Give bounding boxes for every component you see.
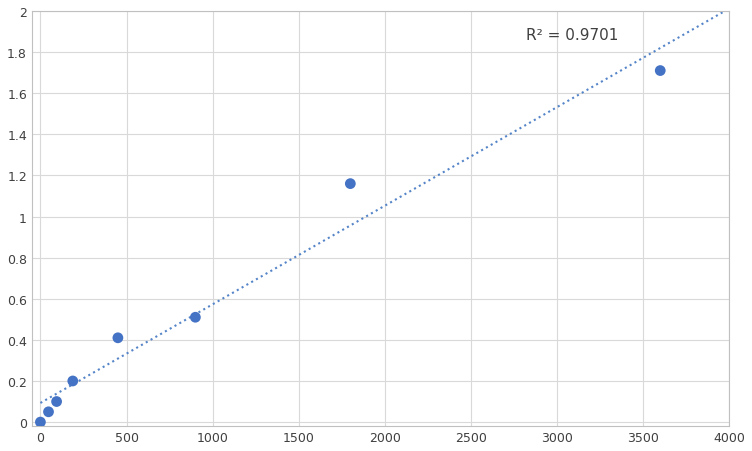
Point: [654, 68, 666, 75]
Text: R² = 0.9701: R² = 0.9701: [526, 28, 618, 43]
Point: [50, 398, 62, 405]
Point: [344, 180, 356, 188]
Point: [190, 314, 202, 321]
Point: [43, 408, 55, 415]
Point: [112, 335, 124, 342]
Point: [35, 419, 47, 426]
Point: [67, 377, 79, 385]
